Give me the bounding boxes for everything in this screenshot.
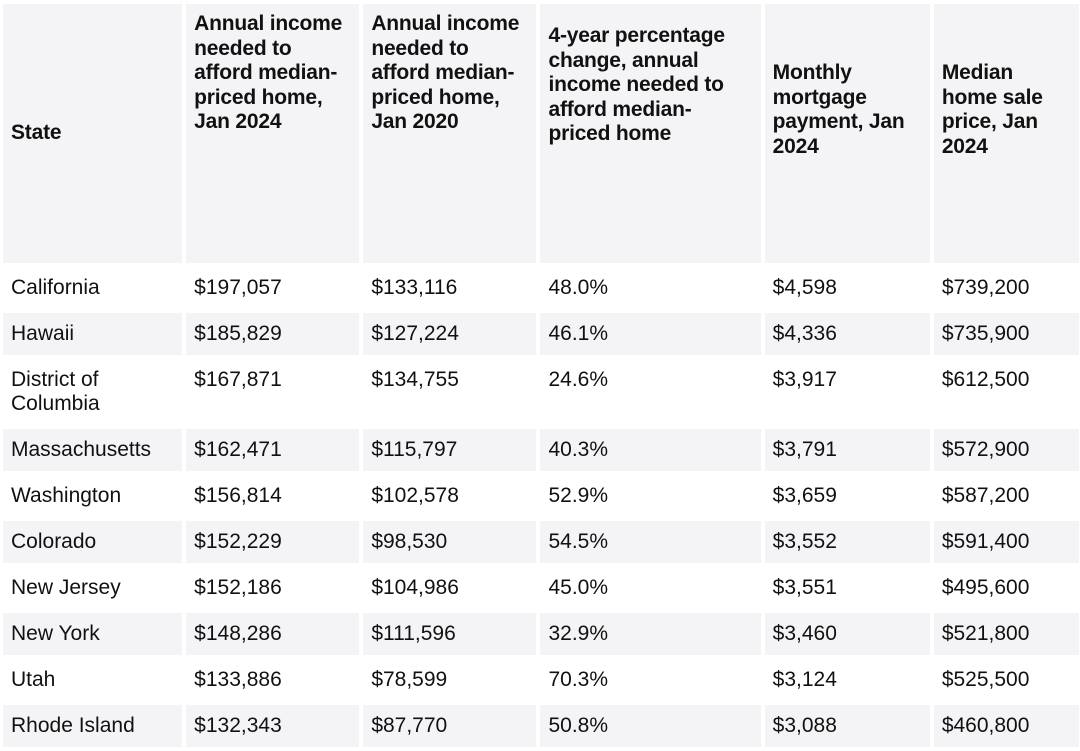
cell-percent-change: 46.1% <box>540 313 761 355</box>
cell-income-2020: $87,770 <box>363 705 537 747</box>
cell-income-2020: $134,755 <box>363 359 537 425</box>
header-row: State Annual income needed to afford med… <box>3 4 1079 263</box>
column-header-state: State <box>3 4 183 263</box>
cell-state: Washington <box>3 475 183 517</box>
column-header-income-2024: Annual income needed to afford median-pr… <box>186 4 360 263</box>
cell-percent-change: 52.9% <box>540 475 761 517</box>
table-row: Massachusetts $162,471 $115,797 40.3% $3,791… <box>3 429 1079 471</box>
cell-state: Colorado <box>3 521 183 563</box>
cell-income-2020: $127,224 <box>363 313 537 355</box>
cell-percent-change: 50.8% <box>540 705 761 747</box>
cell-monthly-mortgage: $3,659 <box>764 475 930 517</box>
cell-median-price: $521,800 <box>933 613 1079 655</box>
column-header-income-2020: Annual income needed to afford median-pr… <box>363 4 537 263</box>
cell-monthly-mortgage: $4,598 <box>764 267 930 309</box>
table-row: Rhode Island $132,343 $87,770 50.8% $3,088 $4… <box>3 705 1079 747</box>
cell-median-price: $587,200 <box>933 475 1079 517</box>
cell-income-2020: $111,596 <box>363 613 537 655</box>
cell-state: Utah <box>3 659 183 701</box>
cell-percent-change: 54.5% <box>540 521 761 563</box>
data-table-container: State Annual income needed to afford med… <box>3 4 1079 747</box>
table-row: New York $148,286 $111,596 32.9% $3,460 $521,… <box>3 613 1079 655</box>
cell-median-price: $572,900 <box>933 429 1079 471</box>
cell-income-2020: $115,797 <box>363 429 537 471</box>
table-row: Utah $133,886 $78,599 70.3% $3,124 $525,500 <box>3 659 1079 701</box>
table-row: New Jersey $152,186 $104,986 45.0% $3,551 $49… <box>3 567 1079 609</box>
column-header-monthly-mortgage: Monthly mortgage payment, Jan 2024 <box>764 4 930 263</box>
cell-income-2020: $98,530 <box>363 521 537 563</box>
cell-median-price: $495,600 <box>933 567 1079 609</box>
cell-monthly-mortgage: $3,460 <box>764 613 930 655</box>
cell-income-2024: $185,829 <box>186 313 360 355</box>
cell-income-2024: $167,871 <box>186 359 360 425</box>
cell-median-price: $591,400 <box>933 521 1079 563</box>
cell-income-2020: $102,578 <box>363 475 537 517</box>
cell-percent-change: 40.3% <box>540 429 761 471</box>
column-header-percent-change: 4-year percentage change, annual income … <box>540 4 761 263</box>
cell-income-2024: $152,229 <box>186 521 360 563</box>
cell-monthly-mortgage: $4,336 <box>764 313 930 355</box>
table-row: Hawaii $185,829 $127,224 46.1% $4,336 $735,90… <box>3 313 1079 355</box>
table-row: District of Columbia $167,871 $134,755 24.6… <box>3 359 1079 425</box>
cell-median-price: $460,800 <box>933 705 1079 747</box>
cell-income-2020: $133,116 <box>363 267 537 309</box>
column-header-median-price: Median home sale price, Jan 2024 <box>933 4 1079 263</box>
cell-income-2020: $78,599 <box>363 659 537 701</box>
cell-state: New York <box>3 613 183 655</box>
cell-state: California <box>3 267 183 309</box>
cell-monthly-mortgage: $3,917 <box>764 359 930 425</box>
cell-median-price: $739,200 <box>933 267 1079 309</box>
cell-state: Hawaii <box>3 313 183 355</box>
cell-income-2020: $104,986 <box>363 567 537 609</box>
cell-income-2024: $162,471 <box>186 429 360 471</box>
cell-income-2024: $152,186 <box>186 567 360 609</box>
cell-monthly-mortgage: $3,551 <box>764 567 930 609</box>
cell-income-2024: $133,886 <box>186 659 360 701</box>
cell-income-2024: $156,814 <box>186 475 360 517</box>
cell-state: Rhode Island <box>3 705 183 747</box>
table-row: Washington $156,814 $102,578 52.9% $3,659 $58… <box>3 475 1079 517</box>
cell-percent-change: 48.0% <box>540 267 761 309</box>
cell-state: Massachusetts <box>3 429 183 471</box>
cell-percent-change: 70.3% <box>540 659 761 701</box>
cell-monthly-mortgage: $3,124 <box>764 659 930 701</box>
cell-income-2024: $148,286 <box>186 613 360 655</box>
cell-income-2024: $197,057 <box>186 267 360 309</box>
cell-monthly-mortgage: $3,791 <box>764 429 930 471</box>
cell-monthly-mortgage: $3,552 <box>764 521 930 563</box>
cell-income-2024: $132,343 <box>186 705 360 747</box>
cell-median-price: $612,500 <box>933 359 1079 425</box>
table-body: California $197,057 $133,116 48.0% $4,598 $73… <box>3 267 1079 747</box>
cell-monthly-mortgage: $3,088 <box>764 705 930 747</box>
cell-median-price: $735,900 <box>933 313 1079 355</box>
table-row: Colorado $152,229 $98,530 54.5% $3,552 $591,4… <box>3 521 1079 563</box>
cell-state: New Jersey <box>3 567 183 609</box>
cell-percent-change: 24.6% <box>540 359 761 425</box>
cell-percent-change: 45.0% <box>540 567 761 609</box>
cell-state: District of Columbia <box>3 359 183 425</box>
cell-median-price: $525,500 <box>933 659 1079 701</box>
table-row: California $197,057 $133,116 48.0% $4,598 $73… <box>3 267 1079 309</box>
cell-percent-change: 32.9% <box>540 613 761 655</box>
